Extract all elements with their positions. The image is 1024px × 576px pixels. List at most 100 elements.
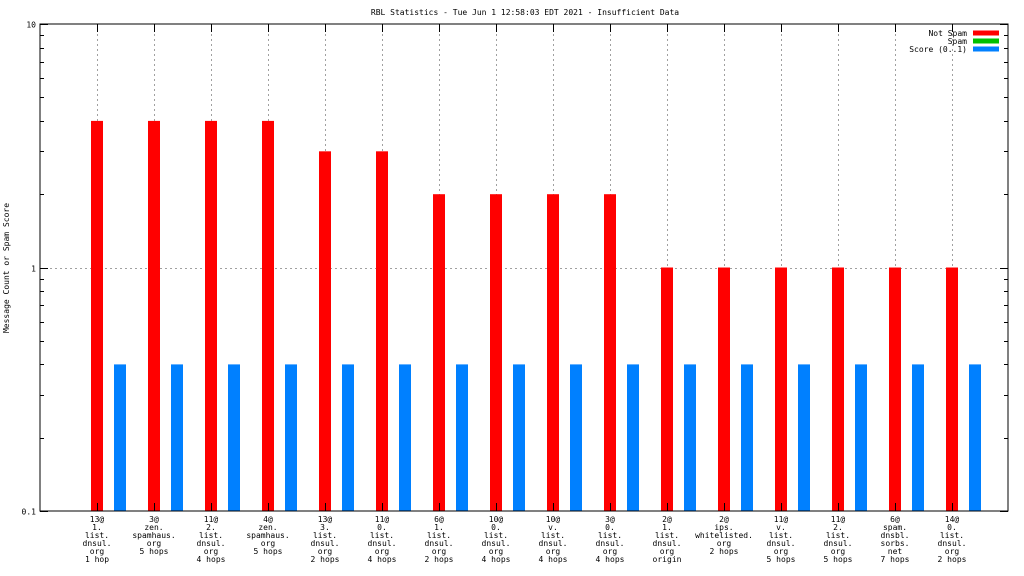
bars: [91, 120, 981, 512]
bar-not-spam-12: [775, 267, 787, 511]
y-tick-labels: 0.1 1 10: [22, 21, 37, 517]
x-tick-label-line: sorbs.: [881, 539, 910, 548]
x-tick-label-line: 1.: [662, 523, 672, 532]
x-tick-label-line: 2 hops: [311, 555, 340, 564]
x-tick-label-line: 11@: [831, 515, 846, 524]
bar-not-spam-14: [889, 267, 901, 511]
x-tick-label-line: org: [660, 547, 675, 556]
x-tick-label-line: 11@: [204, 515, 219, 524]
bar-not-spam-5: [376, 151, 388, 511]
axis-ticks: [40, 24, 1008, 512]
bar-score-0-1-15: [969, 364, 981, 511]
bar-score-0-1-14: [912, 364, 924, 511]
x-tick-label-line: 0.: [377, 523, 387, 532]
x-tick-label-line: org: [603, 547, 618, 556]
bar-score-0-1-1: [171, 364, 183, 511]
x-tick-label-line: list.: [769, 531, 793, 540]
x-tick-label-line: 4 hops: [539, 555, 568, 564]
bar-score-0-1-7: [513, 364, 525, 511]
x-tick-label-line: org: [147, 539, 162, 548]
x-tick-label-line: dnsul.: [767, 539, 796, 548]
x-tick-label-line: v.: [548, 523, 558, 532]
bar-not-spam-7: [490, 194, 502, 511]
x-tick-label: 14@ 0. list. dnsul. org 2 hops: [938, 515, 967, 564]
x-tick-label-line: 1.: [92, 523, 102, 532]
x-tick-label-line: org: [546, 547, 561, 556]
x-tick-label: 6@ 1. list. dnsul. org 2 hops: [425, 515, 454, 564]
x-tick-label: 2@ 1. list. dnsul. org origin: [653, 515, 682, 564]
x-tick-label: 10@ 0. list. dnsul. org 4 hops: [482, 515, 511, 564]
x-tick-label: 13@ 3. list. dnsul. org 2 hops: [311, 515, 340, 564]
bar-not-spam-10: [661, 267, 673, 511]
legend-label: Not Spam: [928, 29, 967, 38]
x-tick-label-line: ips.: [714, 523, 733, 532]
x-tick-label-line: dnsul.: [824, 539, 853, 548]
x-tick-label-line: 2.: [206, 523, 216, 532]
legend-swatch: [973, 46, 999, 52]
x-tick-label-line: 1.: [434, 523, 444, 532]
x-tick-label-line: list.: [541, 531, 565, 540]
x-tick-label-line: list.: [370, 531, 394, 540]
x-tick-label-line: origin: [653, 555, 682, 564]
x-tick-label-line: 5 hops: [824, 555, 853, 564]
x-tick-label-line: org: [945, 547, 960, 556]
x-tick-label: 11@ 2. list. dnsul. org 4 hops: [197, 515, 226, 564]
x-tick-label-line: 1 hop: [85, 555, 109, 564]
x-tick-label-line: dnsul.: [653, 539, 682, 548]
x-tick-label-line: dnsbl.: [881, 531, 910, 540]
y-axis-label: Message Count or Spam Score: [2, 203, 11, 333]
x-tick-label-line: list.: [598, 531, 622, 540]
x-tick-label: 3@ zen. spamhaus. org 5 hops: [132, 515, 175, 556]
x-tick-label-line: dnsul.: [596, 539, 625, 548]
x-tick-label-line: 2.: [833, 523, 843, 532]
x-tick-label-line: org: [204, 547, 219, 556]
bar-score-0-1-6: [456, 364, 468, 511]
x-tick-label-line: 11@: [774, 515, 789, 524]
x-tick-label-line: list.: [826, 531, 850, 540]
x-tick-label-line: 4 hops: [482, 555, 511, 564]
legend-swatch: [973, 30, 999, 36]
bar-score-0-1-9: [627, 364, 639, 511]
bar-not-spam-8: [547, 194, 559, 511]
bar-score-0-1-4: [342, 364, 354, 511]
bar-score-0-1-3: [285, 364, 297, 511]
x-tick-label-line: 13@: [318, 515, 333, 524]
x-tick-label-line: zen.: [144, 523, 163, 532]
x-tick-label-line: org: [432, 547, 447, 556]
x-tick-label-line: 0.: [491, 523, 501, 532]
x-tick-label: 10@ v. list. dnsul. org 4 hops: [539, 515, 568, 564]
y-tick-label: 0.1: [22, 508, 37, 517]
x-tick-label-line: list.: [85, 531, 109, 540]
x-tick-label-line: org: [717, 539, 732, 548]
x-tick-label-line: dnsul.: [311, 539, 340, 548]
bar-score-0-1-2: [228, 364, 240, 511]
x-tick-label-line: 2@: [662, 515, 672, 524]
x-tick-label: 3@ 0. list. dnsul. org 4 hops: [596, 515, 625, 564]
bar-not-spam-9: [604, 194, 616, 511]
x-tick-label-line: 14@: [945, 515, 960, 524]
bar-score-0-1-10: [684, 364, 696, 511]
x-tick-label-line: 6@: [890, 515, 900, 524]
x-tick-label-line: zen.: [258, 523, 277, 532]
x-tick-label-line: net: [888, 547, 903, 556]
legend-label: Score (0..1): [909, 45, 967, 54]
bar-not-spam-0: [91, 120, 103, 512]
x-tick-label-line: whitelisted.: [695, 531, 753, 540]
x-tick-label-line: org: [261, 539, 276, 548]
bar-score-0-1-12: [798, 364, 810, 511]
y-tick-label: 10: [26, 21, 36, 30]
x-tick-label-line: 3.: [320, 523, 330, 532]
x-tick-label-line: 6@: [434, 515, 444, 524]
x-tick-label: 11@ v. list. dnsul. org 5 hops: [767, 515, 796, 564]
x-tick-label-line: dnsul.: [425, 539, 454, 548]
x-tick-label-line: 4 hops: [368, 555, 397, 564]
x-tick-label-line: spam.: [883, 523, 907, 532]
x-tick-label-line: 10@: [546, 515, 561, 524]
chart-title: RBL Statistics - Tue Jun 1 12:58:03 EDT …: [371, 8, 679, 17]
x-tick-label-line: 3@: [149, 515, 159, 524]
x-tick-label-line: org: [774, 547, 789, 556]
x-tick-label: 13@ 1. list. dnsul. org 1 hop: [83, 515, 112, 564]
bar-not-spam-1: [148, 120, 160, 512]
